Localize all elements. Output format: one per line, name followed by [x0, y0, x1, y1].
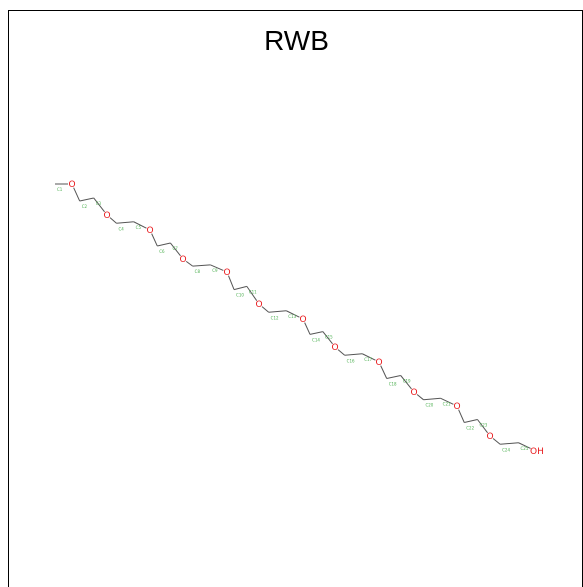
bond: [362, 353, 376, 361]
bond: [309, 331, 323, 335]
bond: [477, 419, 488, 434]
carbon-label: C22: [466, 426, 474, 431]
bond: [322, 331, 333, 345]
hydroxyl-label: OH: [530, 447, 544, 457]
carbon-label: C2: [82, 204, 88, 209]
bond: [93, 197, 105, 213]
oxygen-label: O: [453, 402, 460, 412]
oxygen-label: O: [179, 255, 186, 265]
bond: [233, 285, 247, 291]
bond: [304, 322, 311, 335]
bond: [210, 264, 224, 271]
diagram-title: RWB: [264, 25, 329, 56]
oxygen-label: O: [103, 211, 110, 221]
oxygen-label: O: [486, 432, 493, 442]
bond: [380, 365, 388, 379]
bond: [192, 264, 211, 267]
bond: [518, 442, 531, 449]
bond: [268, 310, 287, 313]
carbon-label: C7: [172, 246, 178, 251]
carbon-label: C12: [271, 315, 279, 320]
bond: [133, 221, 147, 229]
carbon-label: C25: [521, 446, 529, 451]
bond: [261, 306, 270, 313]
bond: [246, 286, 258, 301]
carbon-label: C19: [403, 379, 411, 384]
carbon-label: C16: [347, 358, 355, 363]
oxygen-label: O: [410, 388, 417, 398]
oxygen-label: O: [255, 300, 262, 310]
bond: [423, 397, 441, 401]
carbon-label: C14: [312, 337, 320, 342]
diagram-frame: RWB: [8, 10, 583, 587]
oxygen-label: O: [68, 180, 75, 190]
bond: [337, 349, 346, 356]
bond: [151, 233, 158, 247]
bond: [109, 217, 117, 224]
carbon-label: C21: [443, 401, 451, 406]
carbon-label: C23: [479, 423, 487, 428]
bond: [344, 353, 363, 356]
oxygen-label: O: [146, 226, 153, 236]
carbon-label: C15: [325, 335, 333, 340]
carbon-label: C1: [57, 187, 63, 192]
bond: [400, 375, 412, 390]
bond: [492, 438, 501, 445]
bond: [157, 242, 171, 247]
bond: [286, 310, 300, 318]
carbon-label: C5: [136, 225, 142, 230]
bond: [185, 260, 193, 267]
bond: [116, 221, 134, 224]
carbon-label: C17: [364, 357, 372, 362]
carbon-label: C8: [195, 269, 201, 274]
bond: [386, 375, 401, 379]
oxygen-label: O: [299, 315, 306, 325]
carbon-label: C4: [118, 226, 124, 231]
carbon-label: C24: [502, 447, 510, 452]
bond: [458, 409, 465, 423]
carbon-label: C6: [159, 249, 165, 254]
carbon-label: C13: [288, 314, 296, 319]
carbon-label: C3: [96, 201, 102, 206]
oxygen-label: O: [331, 343, 338, 353]
carbon-label: C9: [212, 268, 218, 273]
carbon-label: C10: [236, 293, 244, 298]
bond: [79, 197, 94, 202]
bond: [228, 275, 235, 290]
bond: [464, 419, 478, 423]
bond: [170, 242, 181, 257]
bond: [500, 442, 519, 445]
bond: [416, 394, 424, 401]
carbon-label: C20: [425, 403, 433, 408]
carbon-label: C11: [249, 289, 257, 294]
oxygen-label: O: [223, 268, 230, 278]
carbon-label: C18: [389, 382, 397, 387]
bond: [73, 187, 81, 202]
bond: [440, 397, 454, 405]
oxygen-label: O: [375, 358, 382, 368]
